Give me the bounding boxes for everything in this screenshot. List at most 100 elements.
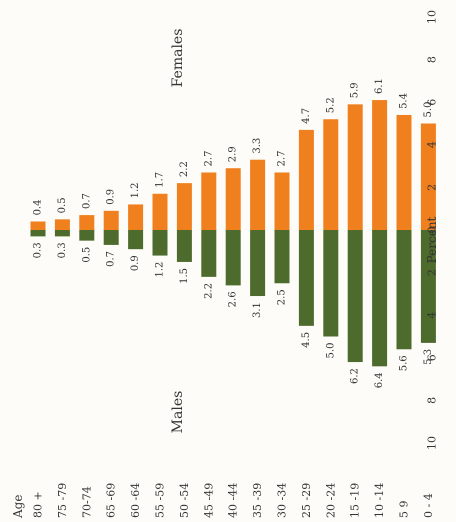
percent-tick-label-9: 8 [426,397,439,404]
female-bar-11 [298,129,314,230]
male-value-label-10: 2.5 [277,289,288,305]
female-value-label-4: 1.2 [130,182,141,198]
age-tick-label-0: 80 + [32,491,45,518]
male-value-label-11: 4.5 [301,332,312,348]
male-bar-8 [225,230,241,286]
male-bar-7 [201,230,217,277]
age-tick-label-3: 65 -69 [105,483,118,518]
female-value-label-3: 0.9 [106,189,117,205]
age-tick-label-15: 5 9 [398,501,411,519]
female-bar-10 [274,172,290,230]
age-tick-label-1: 75 -79 [56,483,69,518]
female-bar-14 [372,100,388,230]
female-value-label-13: 5.9 [350,82,361,98]
age-tick-label-11: 25 -29 [300,483,313,518]
female-value-label-14: 6.1 [374,78,385,94]
percent-tick-label-10: 10 [426,436,439,450]
female-value-label-15: 5.4 [399,93,410,109]
age-tick-label-6: 50 -54 [178,483,191,518]
male-value-label-13: 6.2 [350,368,361,384]
male-bar-0 [30,230,46,237]
male-bar-10 [274,230,290,284]
percent-tick-label-3: 4 [426,141,439,148]
male-bar-12 [323,230,339,337]
male-bar-14 [372,230,388,367]
percent-tick-label-5: 0 [426,227,439,234]
percent-tick-label-8: 6 [426,354,439,361]
female-bar-15 [396,114,412,230]
female-value-label-5: 1.7 [155,172,166,188]
male-value-label-4: 0.9 [130,255,141,271]
female-bar-8 [225,168,241,230]
age-tick-label-8: 40 -44 [227,483,240,518]
male-bar-11 [298,230,314,326]
age-tick-label-16: 0 - 4 [422,493,435,518]
male-value-label-7: 2.2 [203,283,214,299]
percent-tick-label-0: 10 [426,10,439,24]
male-value-label-15: 5.6 [399,355,410,371]
female-bar-3 [103,210,119,230]
female-bar-13 [347,104,363,230]
male-bar-6 [176,230,192,262]
male-value-label-8: 2.6 [228,291,239,307]
male-bar-5 [152,230,168,256]
male-bar-2 [79,230,95,241]
female-bar-2 [79,215,95,230]
percent-tick-label-1: 8 [426,56,439,63]
female-bar-4 [128,204,144,230]
female-value-label-2: 0.7 [81,193,92,209]
female-value-label-0: 0.4 [33,200,44,216]
male-value-label-5: 1.2 [155,262,166,278]
female-bar-5 [152,193,168,230]
male-bar-16 [420,230,436,343]
plot-area: 0.4 0.3 80 + 0.5 0.3 75 -79 0.7 0.5 70-74 0.9 0.7 6… [11,10,439,519]
age-axis-title: Age [11,495,25,519]
male-value-label-1: 0.3 [57,242,68,258]
age-tick-label-5: 55 -59 [154,483,167,518]
male-value-label-3: 0.7 [106,251,117,267]
female-bar-7 [201,172,217,230]
female-bar-12 [323,119,339,230]
male-bar-9 [250,230,266,297]
males-series-label: Males [170,391,186,434]
male-value-label-0: 0.3 [33,242,44,258]
male-bar-4 [128,230,144,250]
females-series-label: Females [170,29,186,88]
percent-tick-label-6: 2 [426,269,439,276]
age-tick-label-9: 35 -39 [251,483,264,518]
male-bar-3 [103,230,119,245]
female-value-label-7: 2.7 [203,151,214,167]
percent-axis-title: Percent [425,216,439,263]
female-bar-0 [30,221,46,230]
male-value-label-2: 0.5 [81,247,92,263]
age-tick-label-13: 15 -19 [349,483,362,518]
age-tick-label-2: 70-74 [80,486,93,518]
female-bar-9 [250,159,266,230]
male-value-label-9: 3.1 [252,302,263,318]
female-value-label-12: 5.2 [325,97,336,113]
percent-tick-label-7: 4 [426,312,439,319]
female-value-label-9: 3.3 [252,138,263,154]
male-value-label-14: 6.4 [374,372,385,388]
male-value-label-16: 5.3 [423,349,434,365]
male-bar-1 [54,230,70,237]
female-value-label-10: 2.7 [277,151,288,167]
age-tick-label-12: 20 -24 [324,483,337,518]
female-bar-6 [176,183,192,230]
age-tick-label-14: 10 -14 [373,483,386,518]
female-value-label-1: 0.5 [57,197,68,213]
age-tick-label-4: 60 -64 [129,483,142,518]
percent-tick-label-4: 2 [426,184,439,191]
female-value-label-11: 4.7 [301,108,312,124]
age-tick-label-10: 30 -34 [276,483,289,518]
percent-tick-label-2: 6 [426,99,439,106]
male-value-label-6: 1.5 [179,268,190,284]
male-value-label-12: 5.0 [325,343,336,359]
female-bar-1 [54,219,70,230]
female-bar-16 [420,123,436,230]
age-tick-label-7: 45 -49 [202,483,215,518]
female-value-label-8: 2.9 [228,146,239,162]
male-bar-13 [347,230,363,363]
female-value-label-16: 5.0 [423,102,434,118]
